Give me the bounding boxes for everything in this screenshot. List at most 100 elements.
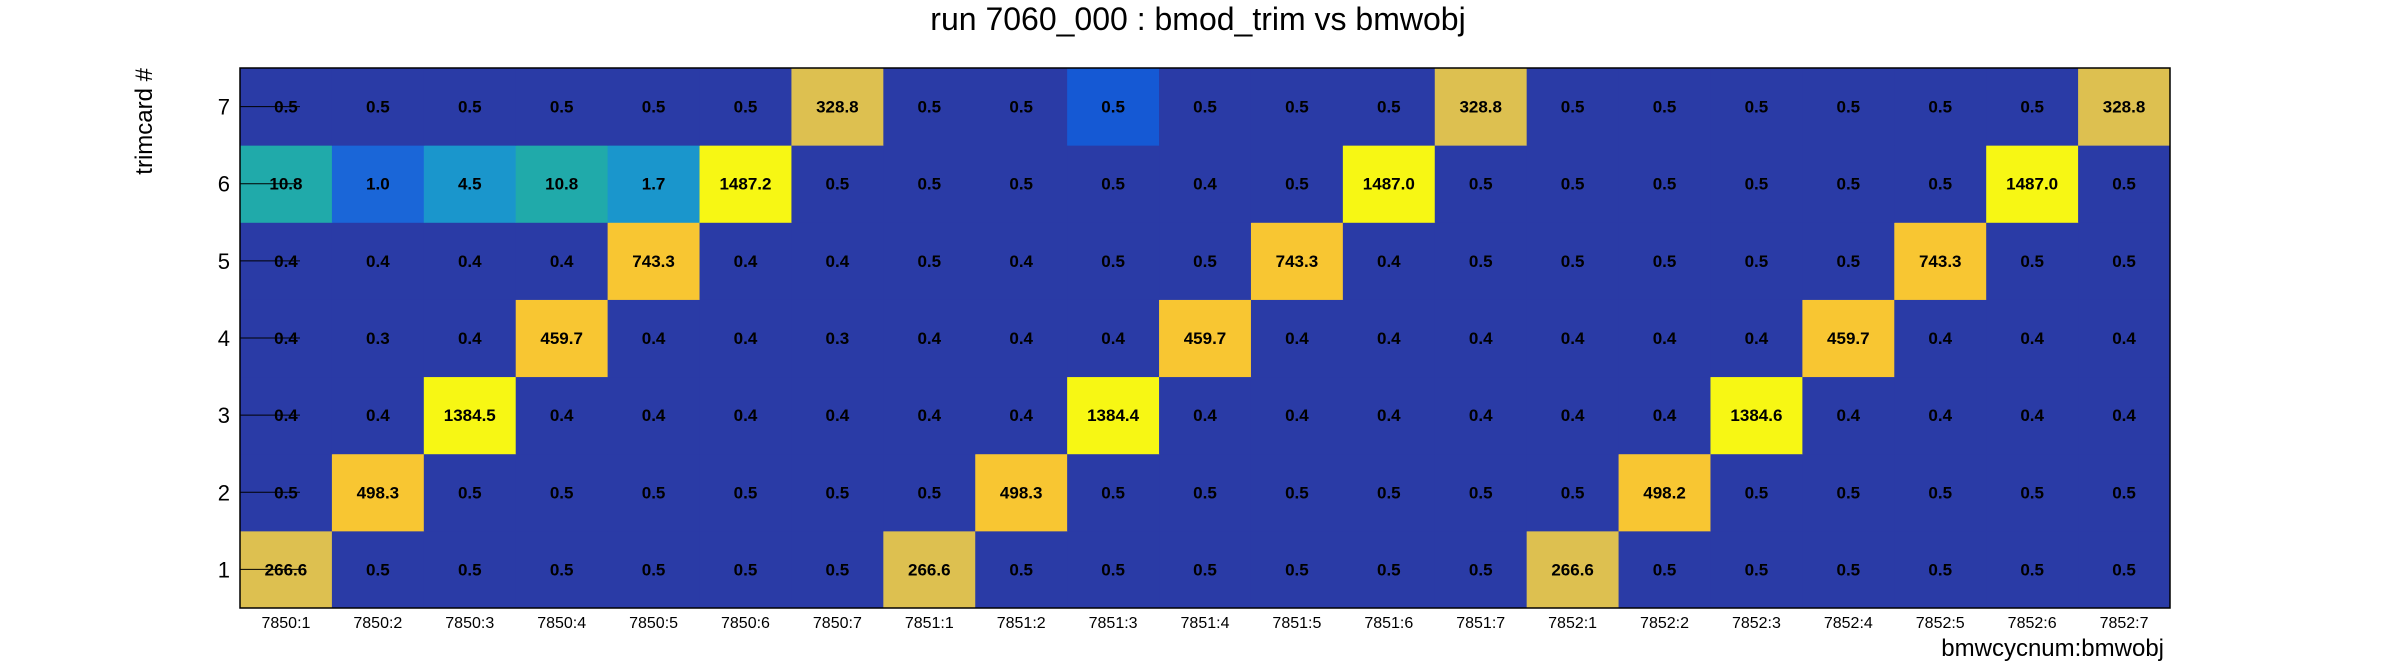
cell-value-label: 0.4 — [458, 329, 482, 348]
heatmap-cell — [791, 222, 884, 300]
cell-value-label: 0.5 — [917, 483, 941, 502]
heatmap-cell — [2078, 453, 2171, 532]
cell-value-label: 0.4 — [1101, 329, 1125, 348]
cell-value-label: 0.5 — [1469, 252, 1493, 271]
heatmap-cell — [423, 299, 517, 378]
heatmap-cell — [1342, 222, 1436, 300]
heatmap-cell — [331, 376, 425, 455]
heatmap-cell — [883, 376, 976, 455]
cell-value-label: 0.4 — [458, 252, 482, 271]
heatmap-cell — [1159, 530, 1252, 609]
cell-value-label: 0.5 — [1837, 560, 1861, 579]
heatmap-cell — [1618, 145, 1711, 223]
x-tick-label: 7851:7 — [1456, 615, 1505, 632]
heatmap-cell — [1067, 145, 1160, 223]
cell-value-label: 0.4 — [642, 406, 666, 425]
cell-value-label: 0.5 — [1009, 560, 1033, 579]
heatmap-cell — [1250, 299, 1344, 378]
heatmap-cell — [975, 530, 1068, 609]
heatmap-cell — [1342, 68, 1436, 146]
heatmap-cell — [1159, 453, 1252, 532]
cell-value-label: 0.4 — [1009, 252, 1033, 271]
cell-value-label: 0.5 — [1561, 252, 1585, 271]
y-axis-label: trimcard # — [131, 67, 158, 174]
heatmap-cell — [1067, 453, 1160, 532]
cell-value-label: 0.4 — [1377, 329, 1401, 348]
cell-value-label: 0.5 — [1561, 483, 1585, 502]
cell-value-label: 0.4 — [642, 329, 666, 348]
heatmap-cell — [1618, 299, 1711, 378]
heatmap-cell — [1434, 299, 1528, 378]
heatmap-cell — [791, 530, 884, 609]
heatmap-cell — [423, 376, 517, 455]
cell-value-label: 0.4 — [1469, 406, 1493, 425]
heatmap-cell — [1894, 376, 1987, 455]
x-tick-label: 7852:2 — [1640, 615, 1689, 632]
heatmap-cell — [791, 299, 884, 378]
cell-value-label: 1384.4 — [1087, 406, 1140, 425]
heatmap-cell — [1986, 453, 2079, 532]
cell-value-label: 0.5 — [1285, 560, 1309, 579]
heatmap-cell — [699, 222, 792, 300]
heatmap-cell — [1802, 145, 1895, 223]
heatmap-cell — [975, 145, 1068, 223]
heatmap-cell — [1159, 376, 1252, 455]
cell-value-label: 0.5 — [2020, 483, 2044, 502]
cell-value-label: 0.5 — [1469, 483, 1493, 502]
heatmap-cell — [1067, 299, 1160, 378]
cell-value-label: 0.5 — [1285, 175, 1309, 194]
heatmap-cell — [699, 453, 792, 532]
cell-value-label: 0.5 — [826, 560, 850, 579]
cell-value-label: 0.4 — [1653, 406, 1677, 425]
heatmap-cell — [699, 145, 792, 223]
cell-value-label: 0.5 — [1745, 252, 1769, 271]
x-axis-label: bmwcycnum:bmwobj — [1941, 635, 2164, 662]
cell-value-label: 498.3 — [1000, 483, 1043, 502]
cell-value-label: 0.5 — [642, 560, 666, 579]
cell-value-label: 0.5 — [1928, 483, 1952, 502]
cell-value-label: 0.4 — [550, 252, 574, 271]
cell-value-label: 0.4 — [2112, 406, 2136, 425]
cell-value-label: 4.5 — [458, 175, 482, 194]
cell-value-label: 0.5 — [550, 98, 574, 117]
cell-value-label: 0.5 — [1745, 175, 1769, 194]
cell-value-label: 0.5 — [1193, 483, 1217, 502]
y-tick-label: 2 — [218, 480, 230, 505]
cell-value-label: 0.5 — [550, 483, 574, 502]
heatmap-cell — [1250, 68, 1344, 146]
heatmap-cell — [2078, 299, 2171, 378]
heatmap-cell — [1067, 222, 1160, 300]
heatmap-cell — [1342, 530, 1436, 609]
heatmap-cell — [975, 376, 1068, 455]
heatmap-cell — [1434, 68, 1528, 146]
cell-value-label: 0.5 — [734, 98, 758, 117]
heatmap-cell — [699, 530, 792, 609]
cell-value-label: 0.4 — [917, 406, 941, 425]
cell-value-label: 0.5 — [1285, 98, 1309, 117]
cell-value-label: 459.7 — [1184, 329, 1227, 348]
heatmap-cell — [1250, 376, 1344, 455]
cell-value-label: 0.4 — [826, 252, 850, 271]
heatmap-cell — [699, 299, 792, 378]
cell-value-label: 0.5 — [458, 483, 482, 502]
x-tick-label: 7852:7 — [2100, 615, 2149, 632]
cell-value-label: 0.5 — [734, 483, 758, 502]
cell-value-label: 0.5 — [550, 560, 574, 579]
cell-value-label: 498.2 — [1643, 483, 1686, 502]
heatmap-cell — [1894, 145, 1987, 223]
cell-value-label: 0.4 — [1928, 406, 1952, 425]
cell-value-label: 0.5 — [1653, 175, 1677, 194]
heatmap-cell — [423, 222, 517, 300]
cell-value-label: 0.4 — [826, 406, 850, 425]
cell-value-label: 459.7 — [540, 329, 583, 348]
heatmap-cell — [1986, 376, 2079, 455]
heatmap-cell — [1986, 68, 2079, 146]
x-tick-label: 7850:4 — [537, 615, 586, 632]
x-tick-label: 7852:4 — [1824, 615, 1873, 632]
x-axis-ticks: 7850:1 7850:2 7850:3 7850:4 7850:5 7850:6 7850… — [261, 615, 2148, 632]
heatmap-cell — [1710, 222, 1803, 300]
heatmap-cell — [607, 299, 701, 378]
cell-value-label: 0.5 — [1101, 98, 1125, 117]
heatmap-cell — [2078, 68, 2171, 146]
